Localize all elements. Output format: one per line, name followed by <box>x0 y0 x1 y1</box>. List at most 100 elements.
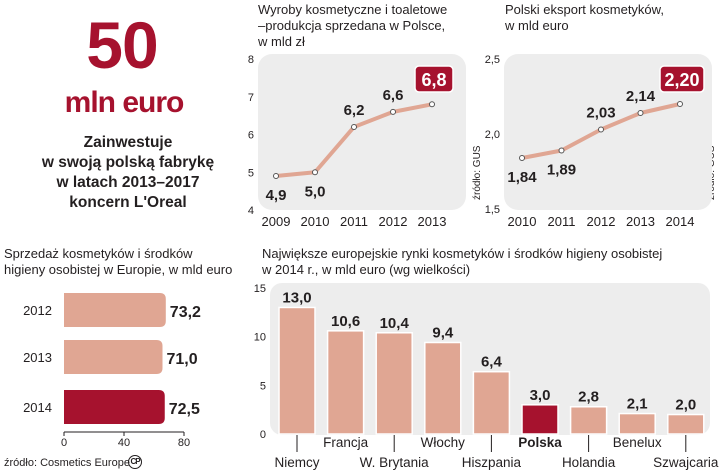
headline-line: Zainwestuje <box>83 134 173 151</box>
highlight-badge <box>414 65 454 93</box>
y-tick-label: 1,5 <box>485 204 500 216</box>
data-label: 2,14 <box>626 88 656 105</box>
data-point <box>637 110 644 116</box>
chart-panel <box>504 54 712 210</box>
highlight-badge <box>659 65 705 93</box>
x-tick-label: 2011 <box>548 214 576 229</box>
export-chart-title: Polski eksport kosmetyków, w mld euro <box>505 2 664 34</box>
y-tick-label: 2,5 <box>485 54 500 66</box>
data-label: 72,5 <box>169 401 200 418</box>
headline-line: koncern L'Oreal <box>69 194 187 211</box>
x-tick-label: 80 <box>178 437 190 449</box>
headline-text: Zainwestuje w swoją polską fabrykę w lat… <box>30 133 226 213</box>
bar <box>278 306 316 435</box>
data-label: 6,6 <box>383 87 404 104</box>
data-label: 4,9 <box>266 187 287 204</box>
title-line: higieny osobistej w Europie, w mld euro <box>4 262 233 277</box>
y-tick-label: 6 <box>248 130 254 142</box>
data-label: 13,0 <box>282 289 311 306</box>
category-label: 2012 <box>23 303 52 318</box>
x-tick-label: 2010 <box>508 214 537 229</box>
title-line: Wyroby kosmetyczne i toaletowe <box>258 2 448 17</box>
bar <box>472 370 511 435</box>
bar <box>64 293 166 327</box>
x-tick-label: 2014 <box>666 214 695 229</box>
data-label: 1,84 <box>507 169 537 186</box>
data-point <box>312 169 318 176</box>
data-point <box>390 108 396 115</box>
category-label: Holandia <box>562 455 616 470</box>
category-label: Włochy <box>421 435 466 450</box>
data-label: 5,0 <box>305 183 326 200</box>
y-tick-label: 0 <box>260 429 266 441</box>
data-point <box>558 147 565 154</box>
x-tick-label: 2012 <box>587 214 616 229</box>
title-line: w 2014 r., w mld euro (wg wielkości) <box>262 262 471 277</box>
y-tick-label: 2,0 <box>485 129 500 141</box>
category-label: 2014 <box>23 400 52 415</box>
category-label: Polska <box>518 435 562 450</box>
bar <box>64 340 163 374</box>
y-tick-label: 4 <box>248 205 254 217</box>
copyright-mark: CP <box>128 455 142 469</box>
data-label: 71,0 <box>167 351 198 368</box>
title-line: w mld zł <box>258 34 305 49</box>
x-tick-label: 2012 <box>379 214 408 229</box>
x-tick-label: 2013 <box>418 214 447 229</box>
data-label: 6,4 <box>481 354 503 371</box>
bar <box>375 332 413 435</box>
data-label: 73,2 <box>170 304 201 321</box>
headline-line: w latach 2013–2017 <box>56 174 200 191</box>
y-tick-label: 5 <box>248 167 254 179</box>
x-tick-label: 2009 <box>262 214 291 229</box>
data-point <box>429 101 435 108</box>
data-point <box>351 123 357 130</box>
data-label: 10,6 <box>331 313 360 330</box>
category-label: Hiszpania <box>462 455 522 470</box>
bar <box>326 330 365 435</box>
data-label: 2,03 <box>586 105 615 122</box>
data-point <box>273 173 279 180</box>
europe-sales-chart-title: Sprzedaż kosmetyków i środków higieny os… <box>4 246 232 278</box>
headline-line: w swoją polską fabrykę <box>41 154 215 171</box>
data-point <box>519 155 525 161</box>
title-line: –produkcja sprzedana w Polsce, <box>258 18 446 33</box>
data-label: 3,0 <box>530 387 551 404</box>
bar <box>521 404 559 435</box>
category-label: Niemcy <box>274 455 319 470</box>
category-label: Francja <box>323 435 369 450</box>
europe-sales-source: źródło: Cosmetics Europe <box>4 457 130 469</box>
x-tick-label: 2010 <box>301 214 330 229</box>
title-line: w mld euro <box>505 18 569 33</box>
category-label: W. Brytania <box>360 455 430 470</box>
data-label: 9,4 <box>432 325 454 342</box>
headline-unit: mln euro <box>64 86 185 119</box>
bar <box>618 412 656 435</box>
data-point <box>598 126 604 133</box>
x-tick-label: 40 <box>118 437 130 449</box>
category-label: Benelux <box>613 435 662 450</box>
title-line: Polski eksport kosmetyków, <box>505 2 664 17</box>
x-tick-label: 2011 <box>340 214 368 229</box>
copyright-icon: CP <box>128 455 142 469</box>
data-label: 10,4 <box>380 315 410 332</box>
data-label: 2,1 <box>627 396 648 413</box>
data-label: 2,8 <box>578 389 599 406</box>
production-chart-title: Wyroby kosmetyczne i toaletowe –produkcj… <box>258 2 447 50</box>
headline-number: 50 <box>86 8 158 82</box>
title-line: Największe europejskie rynki kosmetyków … <box>262 246 663 261</box>
bar <box>64 390 165 424</box>
bar <box>424 341 462 435</box>
category-label: Szwajcaria <box>653 455 719 470</box>
data-label: 6,8 <box>421 70 446 90</box>
data-point <box>677 101 683 107</box>
bar <box>667 413 705 435</box>
x-tick-label: 0 <box>61 437 67 449</box>
title-line: Sprzedaż kosmetyków i środków <box>4 246 193 261</box>
y-tick-label: 8 <box>248 54 254 66</box>
data-label: 1,89 <box>547 162 576 179</box>
y-tick-label: 5 <box>260 380 266 392</box>
data-label: 2,0 <box>675 397 696 414</box>
y-tick-label: 7 <box>248 92 254 104</box>
